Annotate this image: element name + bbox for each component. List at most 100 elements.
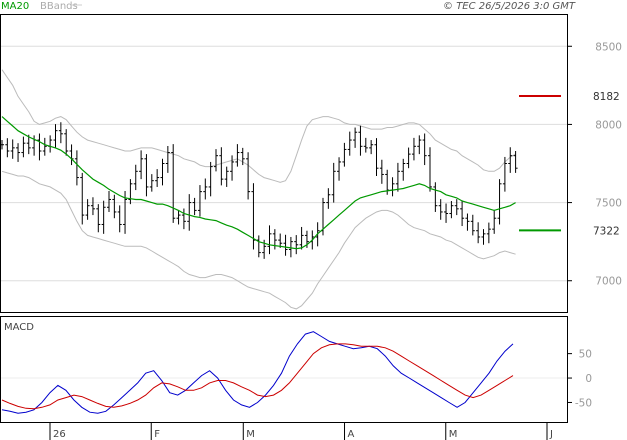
x-tick-label: 26 (53, 429, 66, 440)
copyright-watermark: © TEC 26/5/2026 3:0 GMT (443, 1, 576, 12)
price-bar (460, 200, 465, 227)
price-bar (417, 135, 422, 155)
price-bar (144, 154, 149, 197)
price-bar (80, 172, 85, 225)
price-bar (363, 137, 368, 153)
price-bar (96, 204, 101, 233)
price-bar (160, 158, 165, 186)
price-tick-label: 7000 (595, 276, 622, 288)
level-label: 7322 (593, 225, 620, 237)
price-bar (347, 131, 352, 156)
price-bar (0, 140, 4, 150)
price-bar (181, 208, 186, 230)
macd-tick-label: 50 (579, 349, 592, 361)
price-bar (481, 229, 486, 245)
price-bar (401, 158, 406, 181)
price-bar (5, 138, 10, 158)
price-bar (508, 147, 513, 173)
price-bar (374, 138, 379, 177)
macd-tick-label: -50 (575, 397, 592, 409)
price-bar (133, 164, 138, 191)
bb-lower-line (1, 170, 516, 310)
price-bar (342, 142, 347, 167)
price-bar (299, 226, 304, 250)
bollinger-bands (1, 69, 516, 310)
price-bar (444, 203, 449, 223)
price-bar (288, 236, 293, 258)
price-bar (64, 129, 69, 156)
price-bar (21, 136, 26, 158)
price-bar (187, 194, 192, 231)
price-bar (112, 194, 117, 219)
price-bar (224, 166, 229, 187)
price-bar (197, 185, 202, 217)
price-bar (107, 191, 111, 212)
price-bar (454, 199, 459, 216)
price-bar (428, 147, 432, 192)
price-bar (240, 147, 245, 166)
price-panel-frame (0, 14, 568, 313)
price-bar (513, 150, 518, 173)
price-bar (58, 122, 63, 144)
price-bar (337, 157, 342, 181)
legend-bbands: BBands (40, 1, 78, 12)
bb-upper-line (1, 69, 516, 183)
price-bar (139, 150, 144, 180)
legend-ma20: MA20 (1, 1, 29, 12)
price-bar (90, 197, 95, 216)
price-bar (246, 152, 251, 200)
macd-title: MACD (4, 322, 34, 333)
price-bar (37, 133, 42, 161)
signal-line (1, 343, 514, 410)
price-bar (203, 178, 208, 200)
price-bar (449, 201, 454, 219)
x-tick-label: A (348, 429, 355, 440)
price-tick-label: 7500 (595, 198, 622, 210)
price-bar (502, 156, 507, 192)
x-tick-label: M (449, 429, 458, 440)
price-bar (433, 182, 438, 212)
price-bar (422, 133, 427, 166)
macd-lines (1, 331, 514, 414)
price-bar (192, 197, 197, 216)
price-bar (283, 234, 288, 256)
price-bar (326, 188, 331, 209)
price-bar (101, 200, 106, 234)
macd-y-axis: 50 0 -50 (1, 349, 592, 409)
ma20-line (1, 116, 516, 250)
price-bar (53, 124, 58, 148)
price-bar (26, 134, 31, 155)
price-bar (117, 205, 122, 233)
x-tick-label: M (246, 429, 255, 440)
price-bar (176, 210, 181, 225)
price-bar (149, 174, 154, 192)
price-bar (395, 162, 400, 192)
price-bar (278, 233, 283, 248)
price-bar (411, 137, 416, 161)
x-tick-label: J (549, 429, 553, 440)
price-tick-label: 8500 (595, 41, 622, 53)
price-bar (267, 225, 272, 255)
x-tick-label: F (154, 429, 160, 440)
price-bar (486, 222, 491, 244)
price-bar (331, 162, 336, 203)
price-bar (492, 209, 497, 234)
x-axis: 26 F M A M J (49, 422, 553, 440)
price-bar (406, 147, 411, 169)
price-bars (0, 122, 518, 259)
price-bar (369, 140, 374, 155)
price-y-axis: 7000 7500 8000 8500 (568, 41, 622, 288)
macd-panel-frame (0, 316, 568, 423)
price-bar (438, 199, 443, 220)
price-bar (465, 213, 470, 231)
price-bar (208, 161, 213, 197)
macd-tick-label: 0 (585, 373, 592, 385)
price-bar (358, 125, 363, 156)
price-gridlines (1, 45, 567, 282)
price-bar (10, 139, 15, 159)
price-bar (165, 145, 170, 173)
price-bar (470, 214, 475, 236)
price-bar (219, 147, 224, 186)
price-bar (42, 137, 47, 156)
